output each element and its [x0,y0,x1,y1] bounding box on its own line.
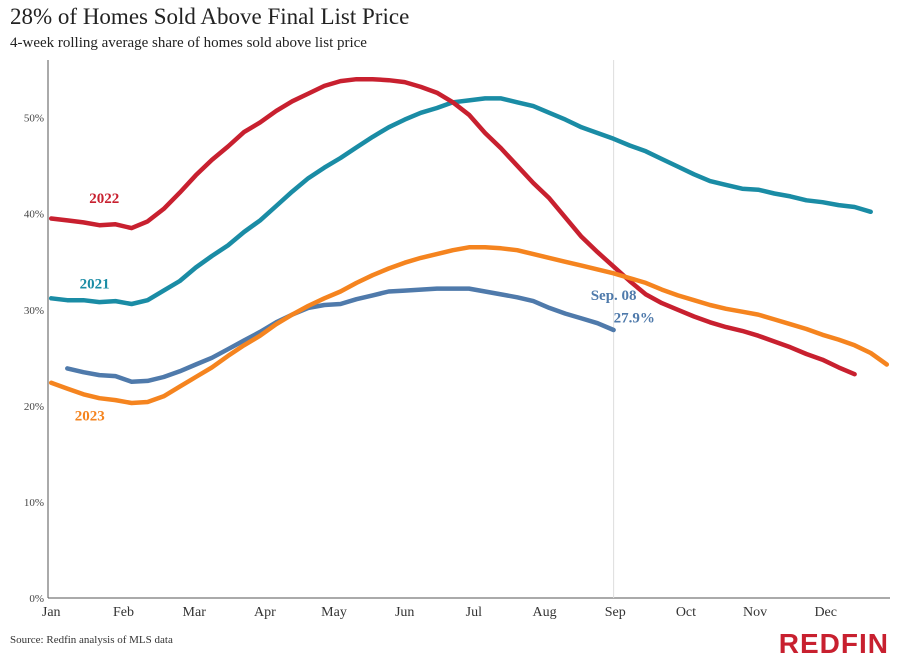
latest-value-label: 27.9% [614,310,655,326]
y-tick-label: 0% [29,593,44,605]
series-line-2021 [48,96,873,307]
x-tick-label: Oct [676,605,696,620]
y-tick-label: 10% [24,497,44,509]
series-line-2022 [48,76,857,377]
chart-title: 28% of Homes Sold Above Final List Price [10,4,410,29]
x-tick-label: Dec [814,605,837,620]
x-tick-label: May [321,605,347,620]
x-tick-label: Apr [254,605,276,620]
redfin-logo[interactable]: REDFIN [778,628,889,659]
series-line-2019 [48,245,890,406]
series-label: Sep. 08 [591,288,637,304]
series-label: 2021 [80,277,110,293]
chart-subtitle: 4-week rolling average share of homes so… [10,35,367,51]
series-label: 2022 [89,191,119,207]
source-note: Source: Redfin analysis of MLS data [10,634,173,646]
x-tick-label: Jun [395,605,414,620]
series-label: 2023 [75,408,105,424]
x-tick-label: Jul [466,605,482,620]
x-tick-label: Sep [605,605,626,620]
x-tick-label: Feb [113,605,134,620]
x-tick-label: Nov [743,605,767,620]
x-tick-label: Jan [42,605,61,620]
y-tick-label: 20% [24,401,44,413]
x-tick-label: Aug [532,605,556,620]
y-tick-label: 30% [24,305,44,317]
y-tick-label: 50% [24,113,44,125]
x-tick-label: Mar [183,605,207,620]
series-line-2023 [65,286,616,385]
y-tick-label: 40% [24,209,44,221]
